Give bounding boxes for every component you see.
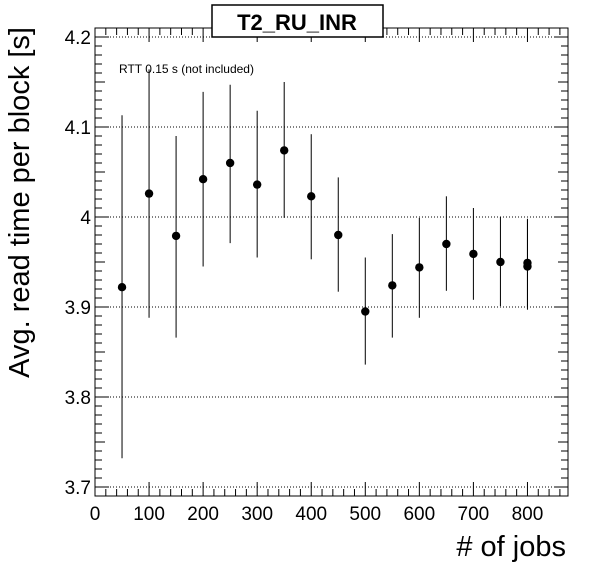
y-tick-label: 4.1 [65, 118, 91, 139]
data-point [388, 281, 397, 290]
y-axis-label: Avg. read time per block [s] [4, 27, 36, 378]
y-tick-label: 3.9 [65, 298, 91, 319]
annotation-text: RTT 0.15 s (not included) [119, 62, 254, 76]
grid-lines [95, 36, 568, 488]
data-point [225, 158, 235, 168]
data-point [496, 257, 505, 267]
x-tick-label: 500 [349, 504, 381, 525]
x-tick-label: 100 [133, 504, 165, 525]
y-tick-label: 3.8 [65, 388, 91, 409]
data-point [307, 192, 316, 201]
y-tick-label: 3.7 [65, 478, 91, 499]
data-point [117, 283, 127, 292]
x-tick-label: 300 [241, 504, 273, 525]
data-point [171, 231, 181, 241]
x-tick-label: 800 [512, 504, 544, 525]
tick-labels: 3.7 3.8 3.9 4 4.1 4.2 0 100 200 300 400 500 600 700 80… [65, 28, 544, 525]
data-point [144, 189, 154, 198]
data-point [252, 180, 262, 189]
x-tick-label: 400 [295, 504, 327, 525]
x-tick-label: 700 [458, 504, 490, 525]
data-point [442, 239, 451, 249]
data-point [523, 258, 532, 268]
data-point [334, 230, 343, 240]
data-point [280, 146, 289, 155]
y-tick-label: 4.2 [65, 28, 91, 49]
data-point [469, 249, 478, 259]
x-tick-label: 600 [403, 504, 435, 525]
data-point [415, 263, 424, 272]
chart-title: T2_RU_INR [237, 10, 357, 35]
data-point [361, 307, 370, 316]
x-tick-label: 200 [187, 504, 219, 525]
x-tick-label: 0 [90, 504, 101, 525]
data-points [117, 69, 532, 459]
data-point [198, 175, 208, 184]
x-axis-label: # of jobs [456, 531, 566, 563]
title-box [211, 4, 384, 38]
y-tick-label: 4 [80, 208, 91, 229]
